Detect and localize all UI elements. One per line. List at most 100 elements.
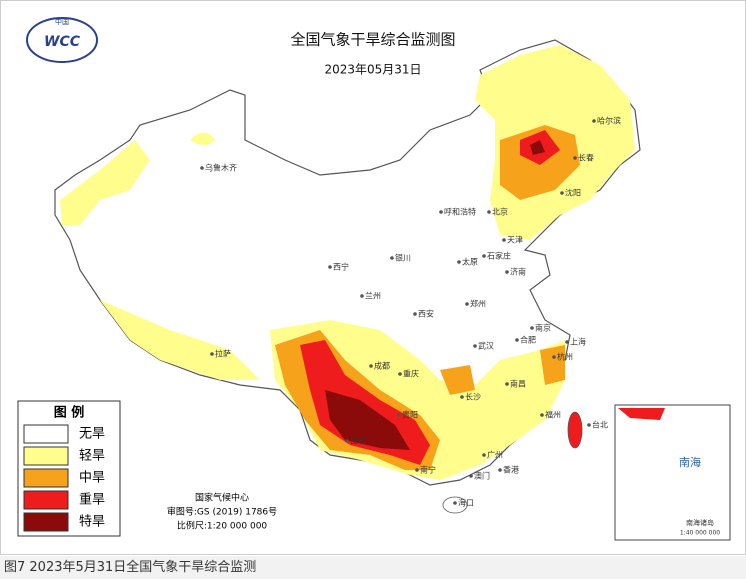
city-dot: [457, 260, 461, 264]
legend-label: 重旱: [79, 492, 105, 508]
city-label: 南昌: [510, 379, 526, 389]
hainan: [442, 496, 468, 514]
city-label: 武汉: [478, 341, 494, 351]
city-label: 银川: [395, 253, 411, 263]
city-dot: [505, 382, 509, 386]
inset-area: [618, 408, 665, 420]
city-dot: [482, 254, 486, 258]
city-label: 香港: [503, 465, 519, 475]
inset-frame: [614, 404, 731, 541]
city-label: 杭州: [557, 352, 573, 362]
taiwan: [567, 411, 583, 449]
legend-swatch: [23, 490, 69, 510]
legend-label: 无旱: [79, 427, 105, 442]
legend-label: 中旱: [79, 471, 105, 486]
city-dot: [453, 501, 457, 505]
city-dot: [502, 238, 506, 242]
legend-swatch: [23, 424, 69, 444]
city-label: 太原: [462, 257, 478, 267]
city-dot: [390, 256, 394, 260]
extreme-area: [325, 390, 410, 450]
city-dot: [473, 344, 477, 348]
city-label: 上海: [570, 337, 586, 347]
city-dot: [469, 474, 473, 478]
city-label: 西宁: [333, 262, 349, 272]
city-label: 拉萨: [215, 349, 231, 359]
city-dot: [505, 270, 509, 274]
city-dot: [397, 413, 401, 417]
city-dot: [360, 294, 364, 298]
inset-title: 南海: [679, 455, 701, 469]
city-dot: [487, 210, 491, 214]
drought-areas: [60, 45, 635, 514]
city-dot: [345, 439, 349, 443]
city-label: 郑州: [470, 299, 486, 309]
city-dot: [328, 265, 332, 269]
city-label: 石家庄: [487, 251, 511, 261]
legend-swatch: [23, 512, 69, 532]
city-label: 南宁: [420, 465, 436, 475]
city-dot: [210, 352, 214, 356]
city-label: 福州: [545, 411, 561, 420]
credit: 国家气候中心: [195, 492, 249, 504]
city-label: 哈尔滨: [597, 116, 621, 126]
moderate-area: [440, 365, 475, 395]
caption: 图7 2023年5月31日全国气象干旱综合监测: [0, 556, 746, 579]
city-dot: [515, 338, 519, 342]
city-label: 长沙: [465, 392, 481, 402]
map: WCC 中国 全国气象干旱综合监测图 2023年05月31日 南海 南海诸岛 1…: [0, 0, 746, 555]
city-dot: [200, 166, 204, 170]
city-label: 南京: [535, 323, 551, 333]
legend-swatch: [23, 468, 69, 488]
inset: 南海 南海诸岛 1:40 000 000: [614, 404, 731, 541]
extreme-area: [530, 140, 545, 155]
city-label: 兰州: [365, 291, 381, 301]
city-label: 合肥: [520, 335, 536, 345]
city-label: 昆明: [350, 437, 366, 446]
city-label: 贵阳: [402, 410, 418, 420]
city-dot: [592, 119, 596, 123]
legend-swatch: [23, 446, 69, 466]
mild-area: [190, 132, 215, 145]
mild-area: [100, 300, 260, 380]
city-label: 广州: [487, 450, 503, 460]
city-dot: [482, 453, 486, 457]
mild-area: [60, 140, 150, 225]
logo-text: WCC: [44, 34, 81, 50]
credit: 审图号:GS (2019) 1786号: [167, 506, 277, 518]
logo-org: 中国: [55, 17, 69, 26]
city-label: 天津: [507, 235, 523, 245]
legend-label: 特旱: [79, 515, 105, 530]
city-label: 重庆: [403, 369, 419, 379]
legend-label: 轻旱: [79, 449, 105, 464]
city-label: 澳门: [474, 471, 490, 481]
city-dot: [369, 364, 373, 368]
city-label: 济南: [510, 267, 526, 277]
moderate-area: [540, 345, 565, 385]
inset-subtitle: 南海诸岛: [686, 518, 714, 527]
map-title: 全国气象干旱综合监测图: [290, 31, 455, 49]
city-dot: [560, 191, 564, 195]
logo: WCC 中国: [26, 17, 98, 63]
city-label: 海口: [458, 498, 474, 508]
city-dot: [398, 372, 402, 376]
credit: 比例尺:1:20 000 000: [177, 520, 268, 532]
city-dot: [465, 302, 469, 306]
city-dot: [439, 210, 443, 214]
city-dot: [587, 423, 591, 427]
city-label: 成都: [374, 361, 390, 371]
city-dot: [552, 355, 556, 359]
city-dot: [498, 468, 502, 472]
city-label: 长春: [578, 153, 594, 163]
city-dot: [565, 340, 569, 344]
map-date: 2023年05月31日: [324, 63, 421, 77]
city-label: 乌鲁木齐: [205, 163, 237, 173]
city-dot: [415, 468, 419, 472]
legend-title: 图 例: [54, 405, 85, 421]
city-label: 呼和浩特: [444, 207, 476, 217]
city-label: 台北: [592, 420, 608, 430]
city-label: 沈阳: [565, 188, 581, 198]
city-dot: [413, 312, 417, 316]
